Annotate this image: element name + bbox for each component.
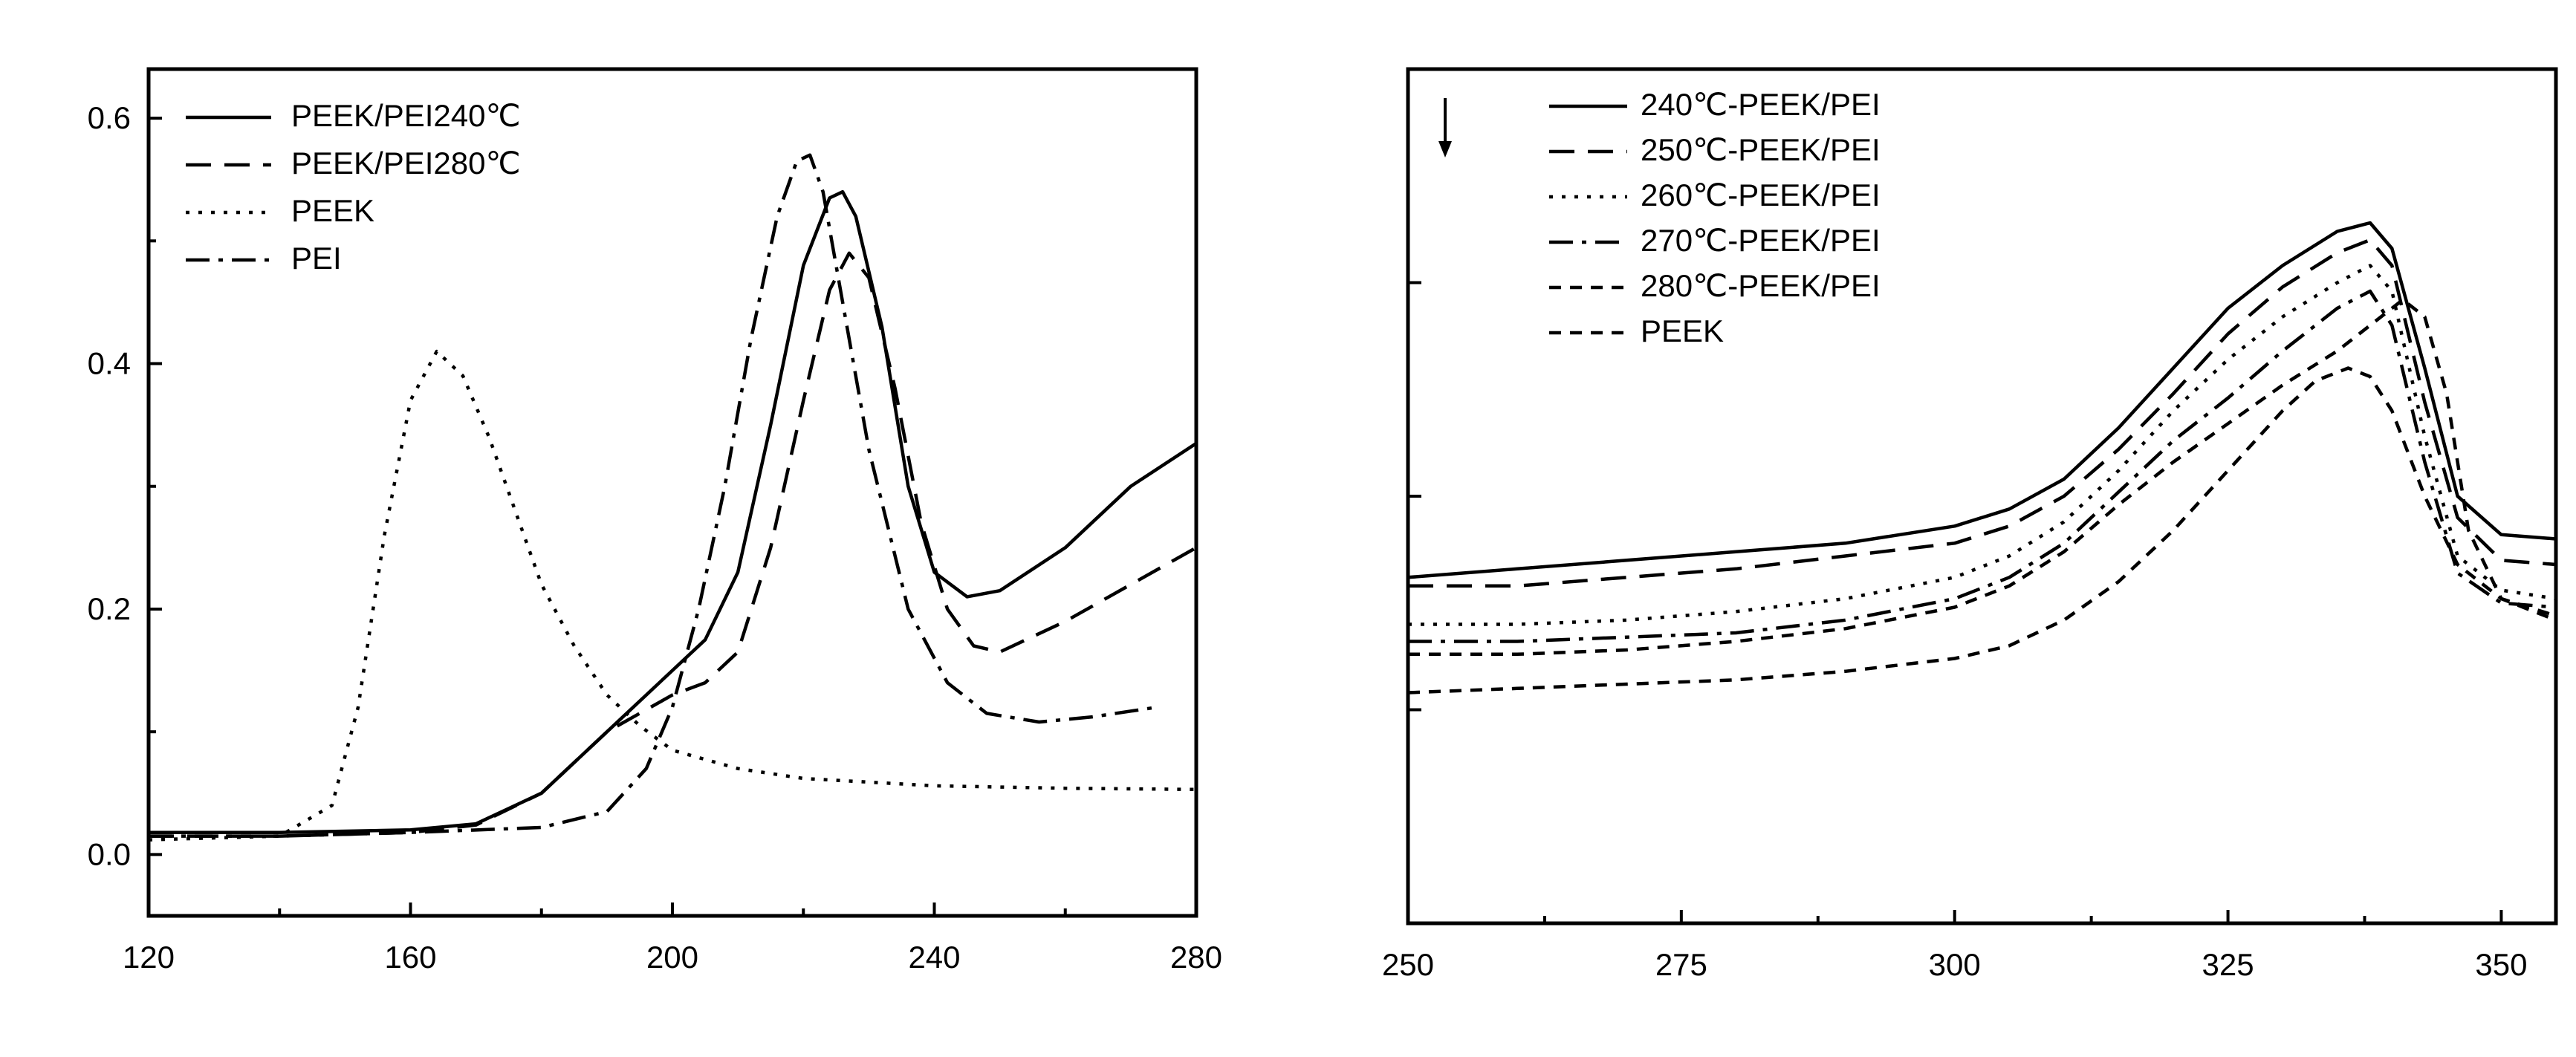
panel-a-series-peek [148,349,1197,842]
panel-a-legend-label: PEEK/PEI240℃ [291,98,521,133]
panel-a-x-tick-label: 120 [123,940,175,975]
panel-a-x-ticks: 120 160 200 240 280 [123,902,1222,975]
panel-b-legend-label: 270℃-PEEK/PEI [1641,223,1881,258]
panel-a-x-tick-label: 200 [646,940,698,975]
panel-a-series-peek-pei280 [149,251,1198,838]
panel-b-series-280-peek-pei [1408,298,2557,657]
panel-a-x-tick-label: 240 [908,940,960,975]
panel-b-series-270-peek-pei [1408,289,2557,643]
panel-a-legend: PEEK/PEI240℃ PEEK/PEI280℃ PEEK PEI [186,98,521,276]
panel-b-legend: 240℃-PEEK/PEI 250℃-PEEK/PEI 260℃-PEEK/PEI 2… [1549,87,1881,348]
panel-a-x-tick-label: 160 [384,940,436,975]
panel-b-x-tick-label: 250 [1382,947,1434,982]
panel-b-x-tick-label: 275 [1655,947,1707,982]
panel-a-legend-label: PEI [291,241,342,276]
panel-a-legend-label: PEEK [291,193,374,228]
panel-b-legend-label: 240℃-PEEK/PEI [1641,87,1881,122]
panel-b-series-250-peek-pei [1408,238,2557,588]
panel-b-x-tick-label: 325 [2202,947,2254,982]
panel-b-legend-label: 280℃-PEEK/PEI [1641,268,1881,303]
panel-a-x-tick-label: 280 [1170,940,1222,975]
panel-a-y-tick-label: 0.0 [88,836,131,871]
panel-b-x-ticks: 250 275 300 325 350 [1382,910,2527,982]
panel-a-y-tick-label: 0.6 [88,100,131,135]
panel-b-legend-label: 260℃-PEEK/PEI [1641,178,1881,212]
panel-b-x-tick-label: 300 [1929,947,1981,982]
panel-a-legend-label: PEEK/PEI280℃ [291,146,521,180]
panel-a-series-pei [149,153,1158,838]
panel-b-axes-frame [1406,67,2558,926]
exo-annotation [1438,98,1452,157]
panel-a-series-peek-pei240 [149,189,1198,834]
panel-a-tan-delta-chart: 120 160 200 240 280 0.0 0.2 0.4 0.6 PEEK/PEI240… [88,67,1222,975]
panel-b-x-tick-label: 350 [2475,947,2527,982]
panel-b-series-peek [1407,366,2557,695]
panel-b-legend-label: 250℃-PEEK/PEI [1641,132,1881,167]
panel-b-plot-area [1407,221,2557,695]
panel-b-series-240-peek-pei [1407,221,2557,579]
panel-b-series-260-peek-pei [1408,264,2557,626]
panel-a-y-tick-label: 0.2 [88,591,131,626]
panel-a-y-tick-label: 0.4 [88,346,131,381]
panel-a-y-ticks: 0.0 0.2 0.4 0.6 [88,100,162,871]
panel-b-legend-label: PEEK [1641,313,1724,348]
exo-arrowhead-icon [1438,141,1452,157]
panel-a-plot-area [148,153,1198,842]
panel-b-y-ticks [1408,281,1421,712]
panel-b-heat-flow-chart: 250 275 300 325 350 240℃-PEEK/PEI 250℃-PEEK/P… [1382,67,2558,982]
